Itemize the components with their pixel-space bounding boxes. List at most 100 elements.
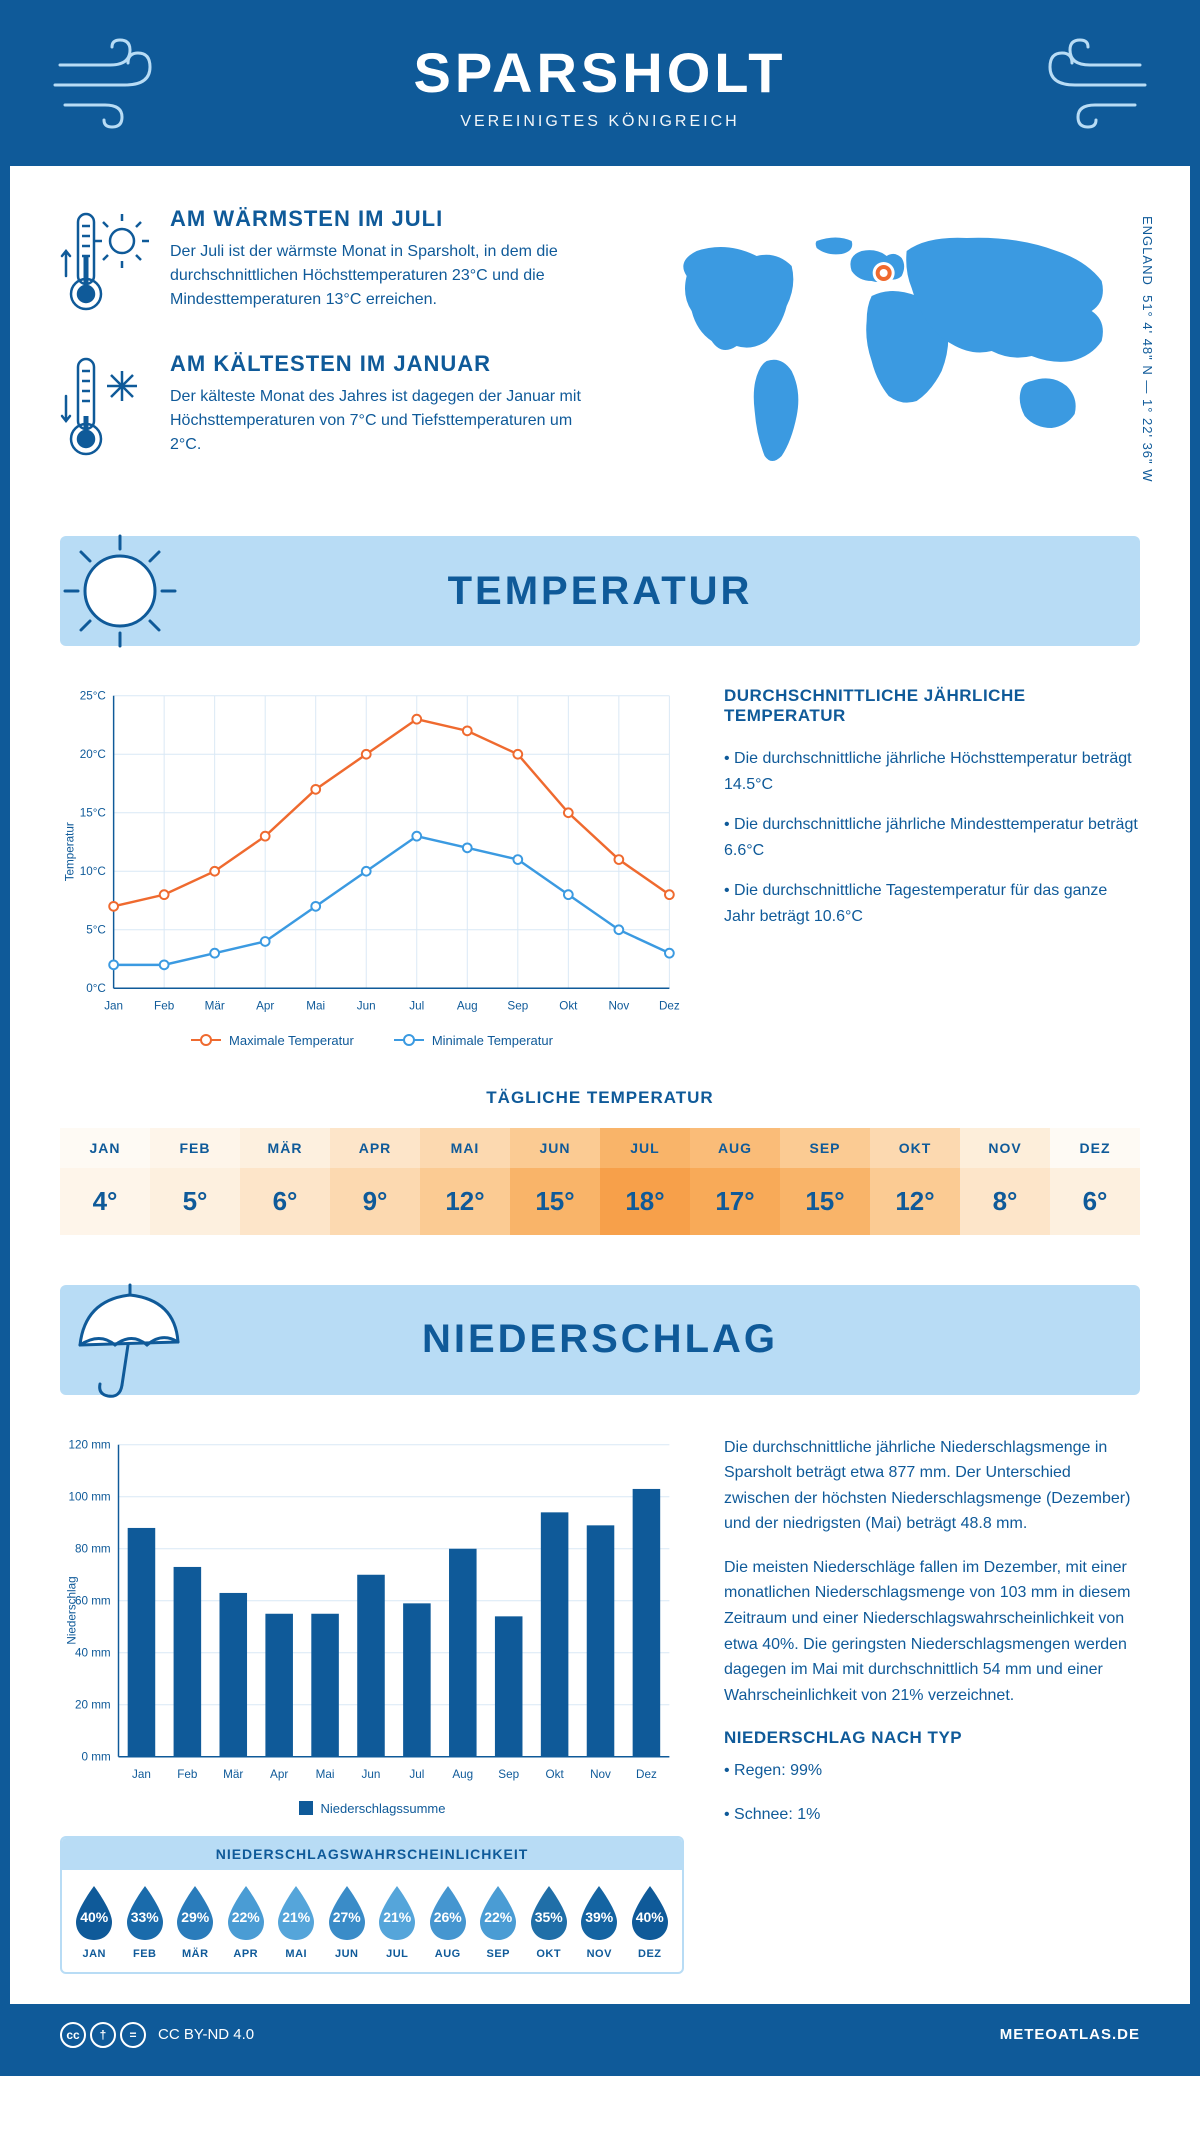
prob-drop: 22%SEP [474, 1882, 523, 1960]
precipitation-bar-chart: 0 mm20 mm40 mm60 mm80 mm100 mm120 mmNied… [60, 1435, 684, 1786]
section-banner-temperature: TEMPERATUR [60, 536, 1140, 646]
svg-text:15°C: 15°C [80, 807, 106, 820]
svg-text:Mär: Mär [205, 1000, 225, 1013]
section-banner-precip: NIEDERSCHLAG [60, 1285, 1140, 1395]
license-label: CC BY-ND 4.0 [158, 2026, 254, 2043]
svg-text:40 mm: 40 mm [75, 1646, 111, 1659]
svg-text:Temperatur: Temperatur [64, 822, 77, 881]
precip-heading: NIEDERSCHLAG [422, 1317, 778, 1362]
svg-text:Apr: Apr [270, 1768, 288, 1781]
daily-cell: MAI12° [420, 1128, 510, 1235]
svg-text:100 mm: 100 mm [68, 1490, 110, 1503]
prob-drop: 27%JUN [323, 1882, 372, 1960]
fact-warmest-body: Der Juli ist der wärmste Monat in Sparsh… [170, 240, 593, 312]
svg-text:120 mm: 120 mm [68, 1438, 110, 1451]
svg-text:10°C: 10°C [80, 865, 106, 878]
daily-cell: JAN4° [60, 1128, 150, 1235]
temp-bullet: • Die durchschnittliche Tagestemperatur … [724, 878, 1140, 929]
precip-prob-title: NIEDERSCHLAGSWAHRSCHEINLICHKEIT [62, 1838, 682, 1870]
precip-probability-box: NIEDERSCHLAGSWAHRSCHEINLICHKEIT 40%JAN33… [60, 1836, 684, 1974]
temperature-legend: Maximale Temperatur Minimale Temperatur [60, 1033, 684, 1048]
fact-warmest: AM WÄRMSTEN IM JULI Der Juli ist der wär… [60, 206, 593, 321]
thermometer-sun-icon [60, 206, 150, 316]
svg-text:Aug: Aug [452, 1768, 473, 1781]
prob-drop: 29%MÄR [171, 1882, 220, 1960]
footer: cc † = CC BY-ND 4.0 METEOATLAS.DE [10, 2004, 1190, 2066]
daily-cell: JUL18° [600, 1128, 690, 1235]
prob-drop: 22%APR [222, 1882, 271, 1960]
precip-text-1: Die durchschnittliche jährliche Niedersc… [724, 1435, 1140, 1537]
daily-cell: OKT12° [870, 1128, 960, 1235]
svg-text:60 mm: 60 mm [75, 1594, 111, 1607]
svg-text:25°C: 25°C [80, 690, 106, 703]
precip-type-bullet: • Schnee: 1% [724, 1802, 1140, 1828]
prob-drop: 26%AUG [424, 1882, 473, 1960]
svg-text:Jul: Jul [409, 1000, 424, 1013]
fact-coldest-body: Der kälteste Monat des Jahres ist dagege… [170, 385, 593, 457]
prob-drop: 40%DEZ [626, 1882, 675, 1960]
svg-text:Jan: Jan [104, 1000, 123, 1013]
fact-coldest-title: AM KÄLTESTEN IM JANUAR [170, 351, 593, 377]
coordinates-label: ENGLAND 51° 4' 48" N — 1° 22' 36" W [1140, 216, 1155, 483]
site-label: METEOATLAS.DE [1000, 2026, 1140, 2043]
prob-drop: 21%MAI [272, 1882, 321, 1960]
prob-drop: 33%FEB [121, 1882, 170, 1960]
sun-icon [50, 521, 190, 661]
cc-icons: cc † = [60, 2022, 146, 2048]
precip-legend: Niederschlagssumme [60, 1801, 684, 1816]
temp-bullet: • Die durchschnittliche jährliche Mindes… [724, 812, 1140, 863]
umbrella-icon [50, 1270, 190, 1410]
temperature-heading: TEMPERATUR [448, 569, 753, 614]
svg-text:Jun: Jun [362, 1768, 381, 1781]
precip-text-2: Die meisten Niederschläge fallen im Deze… [724, 1555, 1140, 1709]
header-banner: SPARSHOLT VEREINIGTES KÖNIGREICH [10, 10, 1190, 166]
daily-cell: MÄR6° [240, 1128, 330, 1235]
fact-warmest-title: AM WÄRMSTEN IM JULI [170, 206, 593, 232]
svg-text:Niederschlag: Niederschlag [66, 1576, 79, 1644]
svg-text:Sep: Sep [498, 1768, 519, 1781]
prob-drop: 40%JAN [70, 1882, 119, 1960]
svg-text:Feb: Feb [177, 1768, 198, 1781]
svg-text:Feb: Feb [154, 1000, 175, 1013]
svg-text:0°C: 0°C [86, 982, 106, 995]
page-title: SPARSHOLT [30, 40, 1170, 105]
daily-temp-title: TÄGLICHE TEMPERATUR [60, 1088, 1140, 1108]
world-map [633, 206, 1140, 486]
svg-text:Mär: Mär [223, 1768, 243, 1781]
daily-cell: JUN15° [510, 1128, 600, 1235]
svg-text:Dez: Dez [636, 1768, 657, 1781]
prob-drop: 39%NOV [575, 1882, 624, 1960]
svg-text:Dez: Dez [659, 1000, 680, 1013]
fact-coldest: AM KÄLTESTEN IM JANUAR Der kälteste Mona… [60, 351, 593, 466]
prob-drop: 21%JUL [373, 1882, 422, 1960]
svg-text:Mai: Mai [316, 1768, 335, 1781]
svg-text:20°C: 20°C [80, 748, 106, 761]
temp-info-title: DURCHSCHNITTLICHE JÄHRLICHE TEMPERATUR [724, 686, 1140, 726]
temp-bullet: • Die durchschnittliche jährliche Höchst… [724, 746, 1140, 797]
svg-text:Mai: Mai [306, 1000, 325, 1013]
daily-cell: APR9° [330, 1128, 420, 1235]
svg-text:Okt: Okt [546, 1768, 565, 1781]
daily-cell: FEB5° [150, 1128, 240, 1235]
svg-text:Apr: Apr [256, 1000, 274, 1013]
daily-temp-table: JAN4°FEB5°MÄR6°APR9°MAI12°JUN15°JUL18°AU… [60, 1128, 1140, 1235]
precip-type-bullet: • Regen: 99% [724, 1758, 1140, 1784]
svg-text:Jun: Jun [357, 1000, 376, 1013]
precip-type-title: NIEDERSCHLAG NACH TYP [724, 1728, 1140, 1748]
svg-text:Nov: Nov [590, 1768, 611, 1781]
svg-text:80 mm: 80 mm [75, 1542, 111, 1555]
svg-text:5°C: 5°C [86, 924, 106, 937]
svg-text:0 mm: 0 mm [81, 1750, 110, 1763]
svg-text:Jan: Jan [132, 1768, 151, 1781]
daily-cell: AUG17° [690, 1128, 780, 1235]
prob-drop: 35%OKT [525, 1882, 574, 1960]
daily-cell: SEP15° [780, 1128, 870, 1235]
daily-cell: NOV8° [960, 1128, 1050, 1235]
temperature-line-chart: 0°C 5°C 10°C 15°C 20°C 25°C Jan Feb Mär Apr Mai Jun… [60, 686, 684, 1018]
daily-cell: DEZ6° [1050, 1128, 1140, 1235]
svg-text:Nov: Nov [608, 1000, 629, 1013]
svg-text:Sep: Sep [507, 1000, 528, 1013]
page-subtitle: VEREINIGTES KÖNIGREICH [30, 113, 1170, 131]
svg-text:Okt: Okt [559, 1000, 578, 1013]
svg-text:Aug: Aug [457, 1000, 478, 1013]
